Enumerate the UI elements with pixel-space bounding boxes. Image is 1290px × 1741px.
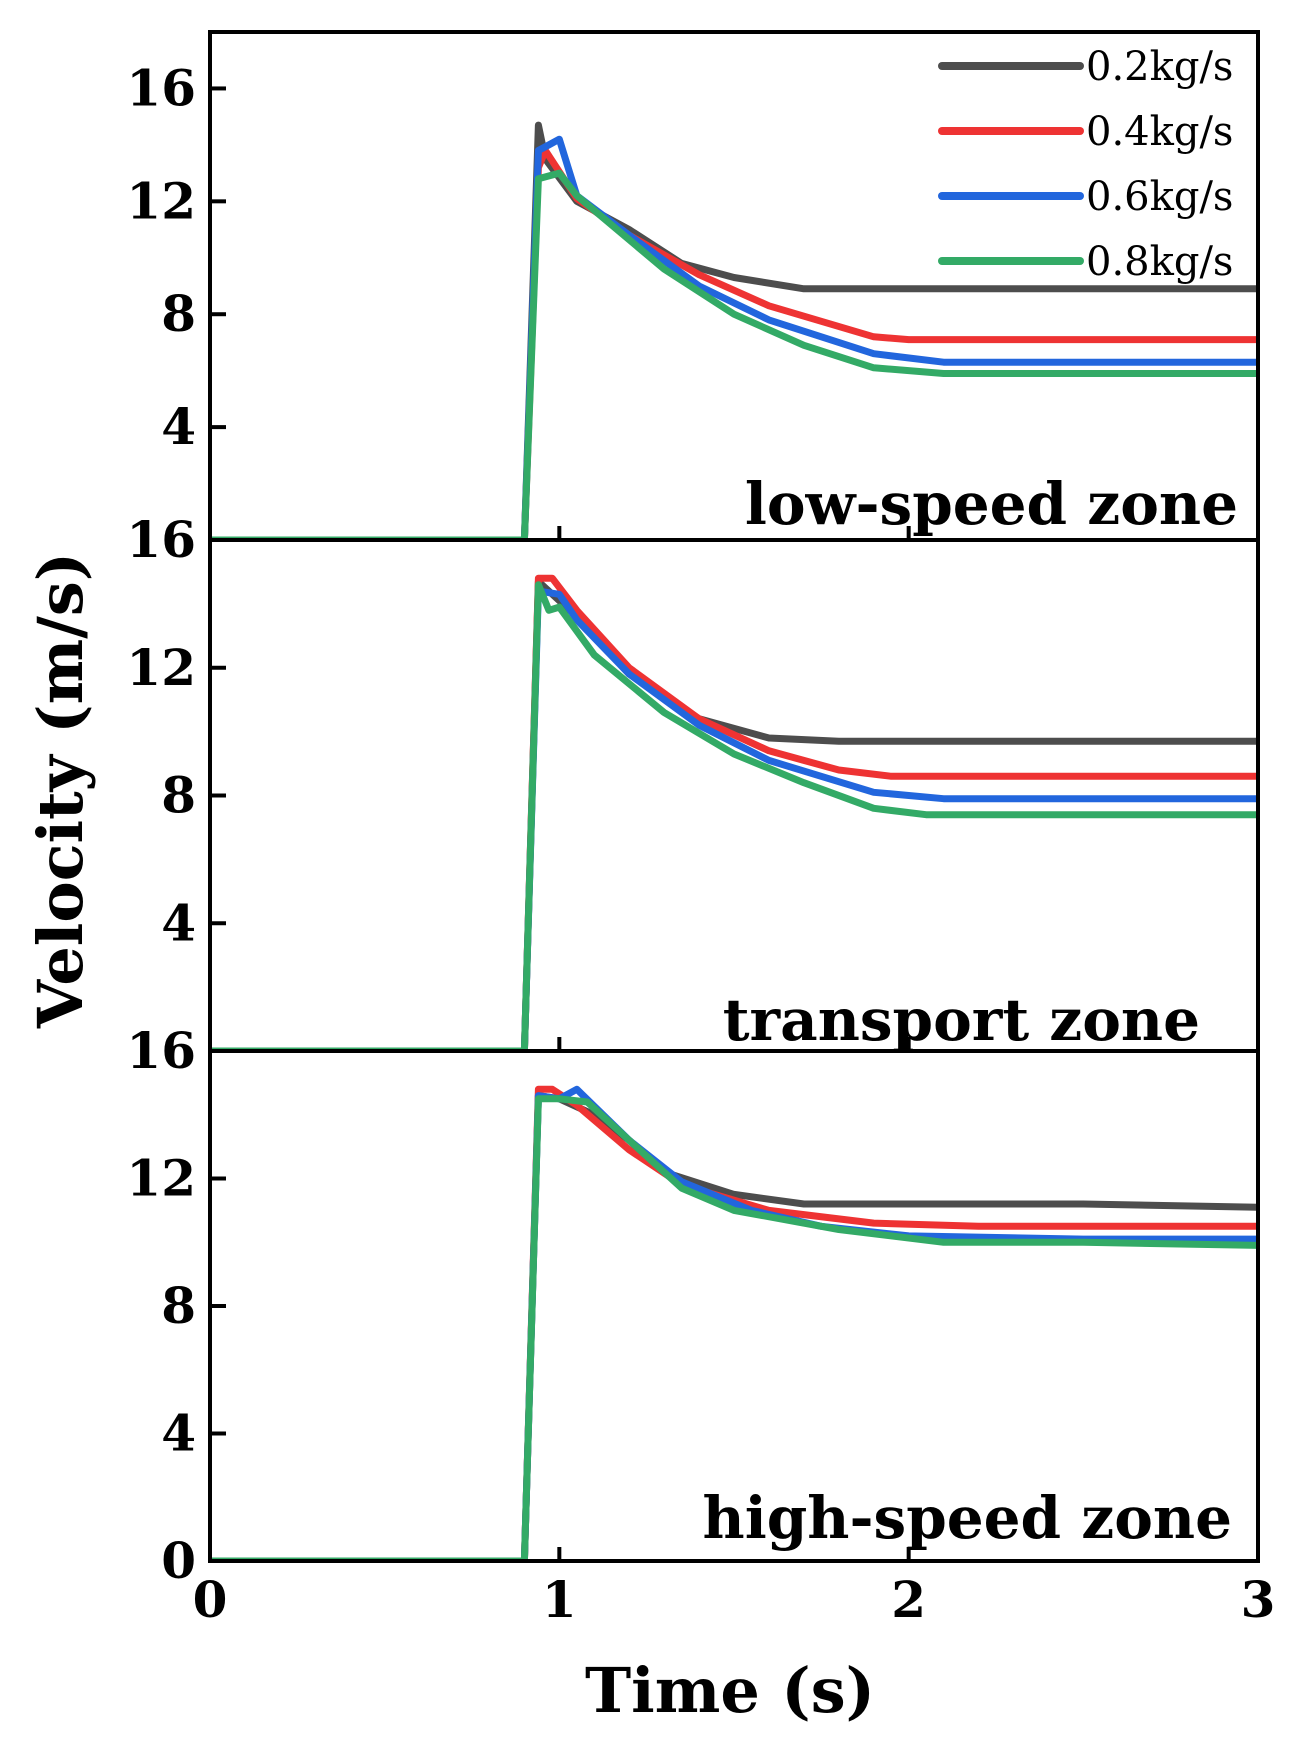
x-tick-label: 3 <box>1241 1570 1276 1629</box>
x-tick-label: 2 <box>891 1570 926 1629</box>
zone-label: transport zone <box>723 986 1200 1054</box>
y-tick-label: 12 <box>126 1149 196 1208</box>
y-tick-label: 8 <box>161 1276 196 1335</box>
x-tick-label: 0 <box>193 1570 228 1629</box>
y-tick-label: 16 <box>126 510 196 569</box>
y-tick-label: 4 <box>161 1404 196 1463</box>
legend-label: 0.6kg/s <box>1086 174 1233 220</box>
y-tick-label: 4 <box>161 397 196 456</box>
x-tick-label: 1 <box>542 1570 577 1629</box>
series-line-0.8kg-per-s <box>210 581 1258 1051</box>
series-line-0.8kg-per-s <box>210 1095 1258 1561</box>
y-tick-label: 0 <box>161 1531 196 1590</box>
y-tick-label: 12 <box>126 638 196 697</box>
series-line-0.8kg-per-s <box>210 169 1258 540</box>
y-tick-label: 16 <box>126 1021 196 1080</box>
series-line-0.6kg-per-s <box>210 587 1258 1051</box>
panel-transport: 4 8 12 16 transport zone <box>126 510 1260 1054</box>
legend: 0.2kg/s 0.4kg/s 0.6kg/s 0.8kg/s <box>938 44 1233 285</box>
y-tick-label: 4 <box>161 893 196 952</box>
y-tick-label: 8 <box>161 284 196 343</box>
zone-label: low-speed zone <box>745 470 1238 538</box>
legend-label: 0.4kg/s <box>1086 109 1233 155</box>
y-tick-label: 16 <box>126 58 196 117</box>
y-axis-title: Velocity (m/s) <box>24 552 97 1029</box>
x-axis-title: Time (s) <box>585 1654 875 1727</box>
y-tick-label: 12 <box>126 171 196 230</box>
legend-label: 0.2kg/s <box>1086 44 1233 90</box>
y-tick-label: 8 <box>161 766 196 825</box>
zone-label: high-speed zone <box>703 1484 1232 1552</box>
legend-label: 0.8kg/s <box>1086 239 1233 285</box>
